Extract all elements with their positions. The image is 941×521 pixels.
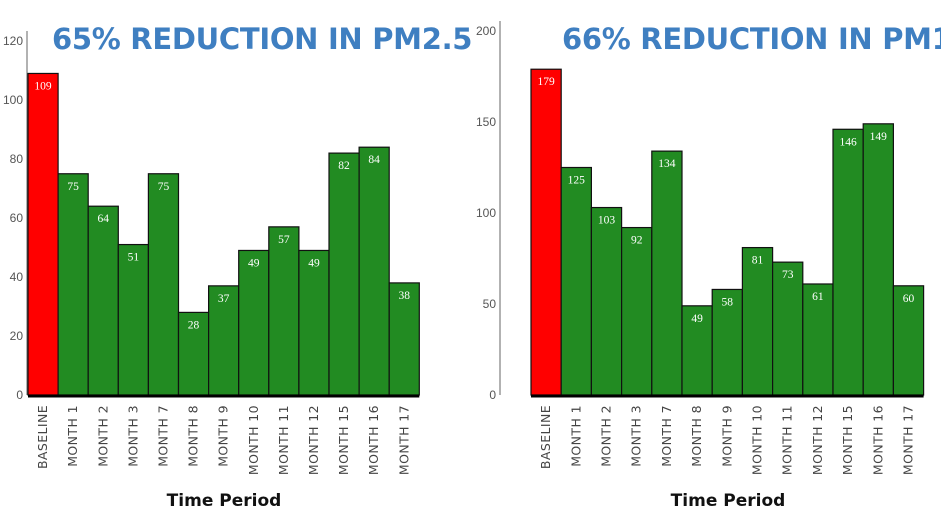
data-label-month-8: 49 bbox=[691, 313, 703, 325]
x-axis-title: Time Period bbox=[670, 491, 786, 511]
bar-month-17 bbox=[388, 282, 420, 396]
data-label-month-9: 37 bbox=[218, 293, 230, 305]
y-tick-label-0: 0 bbox=[16, 388, 23, 402]
x-tick-label-month-11: MONTH 11 bbox=[780, 405, 795, 475]
x-tick-label-month-8: MONTH 8 bbox=[689, 405, 704, 467]
data-label-month-9: 58 bbox=[722, 296, 734, 308]
bar-month-16 bbox=[358, 146, 390, 396]
bar-month-3 bbox=[621, 226, 653, 396]
x-axis-title: Time Period bbox=[166, 491, 282, 511]
x-tick-label-month-15: MONTH 15 bbox=[336, 405, 351, 475]
y-tick-label-100: 100 bbox=[3, 93, 23, 107]
data-label-month-1: 75 bbox=[67, 181, 79, 193]
x-tick-label-month-1: MONTH 1 bbox=[65, 405, 80, 467]
bar-month-2 bbox=[87, 205, 119, 396]
x-tick-label-month-3: MONTH 3 bbox=[125, 405, 140, 467]
x-tick-label-baseline: BASELINE bbox=[538, 405, 553, 469]
chart-title: 65% REDUCTION IN PM2.5 bbox=[52, 22, 473, 56]
x-tick-label-month-7: MONTH 7 bbox=[155, 405, 170, 467]
data-label-month-8: 28 bbox=[188, 319, 200, 331]
data-label-month-11: 57 bbox=[278, 234, 290, 246]
y-tick-label-50: 50 bbox=[483, 297, 497, 311]
bar-month-12 bbox=[298, 249, 330, 396]
pm10-chart: 66% REDUCTION IN PM10 0 50 100 150 200 179 125… bbox=[470, 0, 941, 521]
bar-month-10 bbox=[238, 249, 270, 396]
data-label-month-7: 75 bbox=[158, 181, 170, 193]
y-tick-label-0: 0 bbox=[489, 388, 496, 402]
bar-month-11 bbox=[772, 261, 804, 396]
y-tick-label-120: 120 bbox=[3, 34, 23, 48]
x-tick-label-month-9: MONTH 9 bbox=[719, 405, 734, 467]
data-label-month-12: 61 bbox=[812, 291, 824, 303]
bar-month-7 bbox=[147, 173, 180, 396]
data-label-month-15: 146 bbox=[839, 136, 857, 148]
pm25-chart: 65% REDUCTION IN PM2.5 0 20 40 60 80 100 120 10… bbox=[0, 0, 473, 521]
x-tick-label-month-7: MONTH 7 bbox=[659, 405, 674, 467]
data-label-month-17: 38 bbox=[399, 290, 411, 302]
bar-month-15 bbox=[832, 128, 864, 396]
x-tick-label-month-8: MONTH 8 bbox=[186, 405, 201, 467]
bar-baseline bbox=[530, 68, 562, 396]
y-tick-label-150: 150 bbox=[476, 115, 496, 129]
x-tick-label-month-12: MONTH 12 bbox=[810, 405, 825, 475]
data-label-month-16: 84 bbox=[368, 154, 380, 166]
data-label-month-2: 64 bbox=[98, 213, 110, 225]
x-tick-label-baseline: BASELINE bbox=[35, 405, 50, 469]
bar-month-17 bbox=[892, 285, 925, 396]
data-label-month-10: 49 bbox=[248, 257, 260, 269]
data-label-month-3: 92 bbox=[631, 235, 643, 247]
data-label-month-7: 134 bbox=[658, 158, 676, 170]
x-tick-label-month-12: MONTH 12 bbox=[306, 405, 321, 475]
bar-month-3 bbox=[117, 243, 150, 396]
data-label-month-17: 60 bbox=[903, 293, 915, 305]
x-tick-label-month-15: MONTH 15 bbox=[840, 405, 855, 475]
y-tick-label-80: 80 bbox=[10, 152, 24, 166]
chart-title: 66% REDUCTION IN PM10 bbox=[562, 22, 941, 56]
y-tick-label-200: 200 bbox=[476, 24, 496, 38]
x-tick-label-month-10: MONTH 10 bbox=[246, 405, 261, 475]
data-label-month-2: 103 bbox=[598, 215, 616, 227]
x-tick-label-month-9: MONTH 9 bbox=[216, 405, 231, 467]
data-label-month-1: 125 bbox=[568, 175, 586, 187]
y-tick-label-100: 100 bbox=[476, 206, 496, 220]
x-tick-label-month-17: MONTH 17 bbox=[396, 405, 411, 475]
x-tick-label-month-10: MONTH 10 bbox=[750, 405, 765, 475]
data-label-month-11: 73 bbox=[782, 269, 794, 281]
x-tick-label-month-1: MONTH 1 bbox=[568, 405, 583, 467]
y-tick-label-20: 20 bbox=[10, 329, 24, 343]
y-tick-label-60: 60 bbox=[10, 211, 24, 225]
bar-month-11 bbox=[268, 226, 300, 396]
x-tick-label-month-2: MONTH 2 bbox=[95, 405, 110, 467]
bar-month-7 bbox=[651, 150, 683, 396]
bar-month-1 bbox=[57, 173, 89, 396]
x-tick-label-month-16: MONTH 16 bbox=[870, 405, 885, 475]
bar-month-2 bbox=[590, 206, 623, 396]
x-tick-label-month-2: MONTH 2 bbox=[599, 405, 614, 467]
pm10-chart-plot: 0 50 100 150 200 179 125 103 92 134 49 58 81 73 61 146 1… bbox=[476, 21, 925, 475]
data-label-baseline: 109 bbox=[34, 80, 52, 92]
x-tick-label-month-17: MONTH 17 bbox=[901, 405, 916, 475]
x-tick-label-month-3: MONTH 3 bbox=[629, 405, 644, 467]
x-tick-label-month-11: MONTH 11 bbox=[276, 405, 291, 475]
pm25-chart-plot: 0 20 40 60 80 100 120 109 75 64 51 75 28 37 49 57 49 82 84… bbox=[3, 31, 420, 475]
data-label-month-10: 81 bbox=[752, 255, 764, 267]
y-tick-label-40: 40 bbox=[10, 270, 24, 284]
bar-month-1 bbox=[560, 166, 592, 396]
bar-month-16 bbox=[862, 123, 895, 396]
data-label-month-15: 82 bbox=[338, 160, 350, 172]
bar-month-10 bbox=[741, 246, 774, 396]
data-label-month-3: 51 bbox=[128, 252, 140, 264]
bar-month-15 bbox=[328, 152, 360, 396]
bar-month-8 bbox=[177, 311, 210, 396]
data-label-month-16: 149 bbox=[870, 131, 888, 143]
bar-baseline bbox=[27, 72, 59, 396]
data-label-month-12: 49 bbox=[308, 257, 320, 269]
data-label-baseline: 179 bbox=[537, 76, 555, 88]
x-tick-label-month-16: MONTH 16 bbox=[366, 405, 381, 475]
